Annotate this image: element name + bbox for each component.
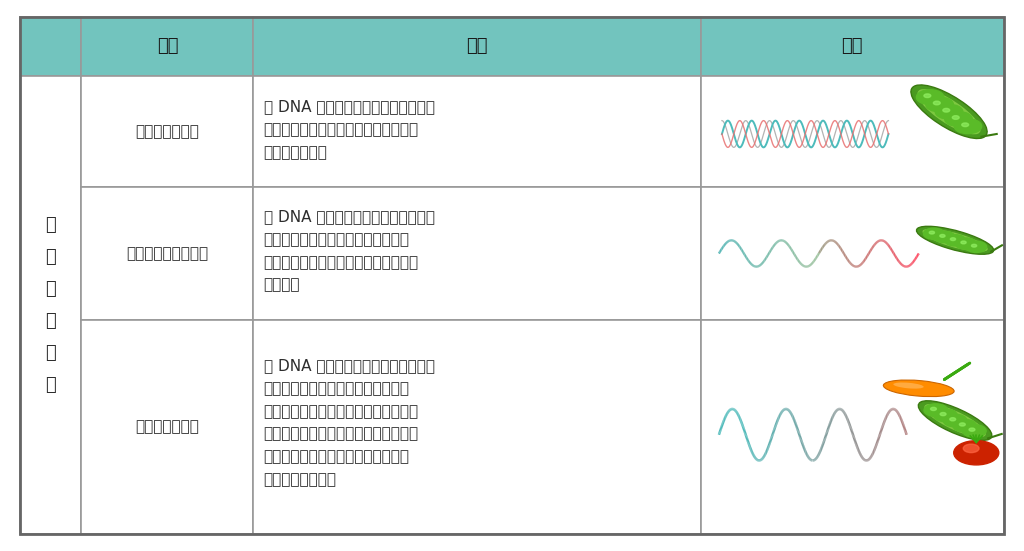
Circle shape <box>940 235 945 237</box>
Circle shape <box>943 109 949 112</box>
Bar <box>82 320 254 534</box>
Text: 由 DNA 重组技术制备的人胶原蛋白特
定型别基因编码的全长氨基酸序列，且
有三螺旋结构。: 由 DNA 重组技术制备的人胶原蛋白特 定型别基因编码的全长氨基酸序列，且 有三… <box>264 99 435 160</box>
Text: 重
组
胶
原
蛋
白: 重 组 胶 原 蛋 白 <box>46 217 56 395</box>
Circle shape <box>935 104 963 119</box>
Bar <box>254 17 700 76</box>
Circle shape <box>916 90 944 105</box>
Circle shape <box>929 231 935 234</box>
Text: 重组人源化胶原蛋白: 重组人源化胶原蛋白 <box>126 246 209 261</box>
Text: 重组人胶原蛋白: 重组人胶原蛋白 <box>135 125 200 139</box>
Ellipse shape <box>923 229 988 252</box>
Circle shape <box>934 231 955 242</box>
Circle shape <box>924 404 947 417</box>
Text: 图示: 图示 <box>842 37 863 55</box>
Bar <box>82 187 254 320</box>
Circle shape <box>953 441 998 465</box>
Bar <box>700 187 1004 320</box>
Circle shape <box>924 94 931 98</box>
Bar <box>20 76 82 534</box>
Circle shape <box>950 418 955 421</box>
Ellipse shape <box>916 226 993 254</box>
Circle shape <box>972 244 977 247</box>
Bar <box>254 320 700 534</box>
Bar <box>254 76 700 187</box>
Bar <box>82 76 254 187</box>
Ellipse shape <box>925 404 986 437</box>
Bar <box>700 320 1004 534</box>
Ellipse shape <box>893 382 924 388</box>
Bar <box>20 17 82 76</box>
Circle shape <box>924 228 944 239</box>
Circle shape <box>926 97 953 112</box>
Ellipse shape <box>919 401 992 440</box>
Bar <box>82 17 254 76</box>
Bar <box>700 17 1004 76</box>
Circle shape <box>964 444 979 452</box>
Circle shape <box>959 423 966 426</box>
Circle shape <box>933 101 940 105</box>
Circle shape <box>966 241 987 252</box>
Circle shape <box>963 425 986 437</box>
Circle shape <box>931 407 936 410</box>
Circle shape <box>945 112 972 126</box>
Circle shape <box>961 241 967 244</box>
Circle shape <box>969 428 975 431</box>
Circle shape <box>953 419 977 432</box>
Circle shape <box>950 237 955 241</box>
Ellipse shape <box>911 85 987 138</box>
Ellipse shape <box>884 380 954 397</box>
Circle shape <box>954 119 982 134</box>
Circle shape <box>955 238 976 249</box>
Circle shape <box>943 414 967 427</box>
Circle shape <box>962 123 969 127</box>
Circle shape <box>934 409 957 422</box>
Circle shape <box>952 116 959 120</box>
Bar <box>254 187 700 320</box>
Circle shape <box>944 235 966 246</box>
Ellipse shape <box>918 89 981 134</box>
Text: 由 DNA 重组技术制备的人胶原蛋白特
定型别基因编码的全长或部分氨基酸
序列片段，或是含人胶原蛋白功能片段
的组合。: 由 DNA 重组技术制备的人胶原蛋白特 定型别基因编码的全长或部分氨基酸 序列片… <box>264 209 435 293</box>
Bar <box>700 76 1004 187</box>
Text: 重组类胶原蛋白: 重组类胶原蛋白 <box>135 419 200 435</box>
Text: 由 DNA 重组技术制备的经设计、修饰
后的特定基因编码的氨基酸序列或其
片段，或是这类功能性氨基酸序列片段
的组合。其基因编码序列或氨基酸序列
与人胶原蛋白的: 由 DNA 重组技术制备的经设计、修饰 后的特定基因编码的氨基酸序列或其 片段，… <box>264 358 435 487</box>
Text: 描述: 描述 <box>466 37 487 55</box>
Circle shape <box>940 413 946 415</box>
Text: 类型: 类型 <box>157 37 178 55</box>
